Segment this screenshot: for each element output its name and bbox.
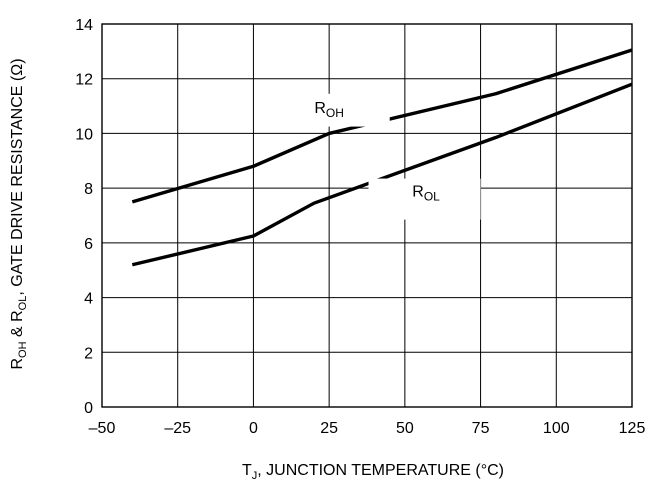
y-tick-label: 6 [84, 236, 93, 253]
x-tick-label: 50 [396, 420, 414, 437]
x-tick-label: 25 [320, 420, 338, 437]
y-axis-title-amp: & R [9, 310, 26, 341]
y-tick-label: 10 [75, 126, 93, 143]
x-axis-title-rest: , JUNCTION TEMPERATURE (°C) [257, 462, 504, 479]
y-axis-title-r1-sub: OH [17, 341, 29, 358]
series-label-background [368, 178, 481, 220]
y-tick-label: 12 [75, 72, 93, 89]
x-tick-label: 100 [543, 420, 570, 437]
x-tick-label: 125 [619, 420, 646, 437]
series-label-sub: OH [326, 106, 344, 120]
series-label-r-oh: ROH [314, 100, 344, 120]
y-tick-label: 14 [75, 17, 93, 34]
tick-layer: –50 –25 0 25 50 75 100 125 0 2 4 6 8 10 12 14 [75, 17, 645, 437]
y-tick-label: 8 [84, 181, 93, 198]
series-label-sub: OL [424, 189, 440, 203]
grid-layer [101, 23, 633, 408]
plot-frame [101, 23, 633, 408]
y-axis-title-rest: , GATE DRIVE RESISTANCE (Ω) [9, 58, 26, 295]
series-label-background [268, 93, 390, 127]
y-tick-label: 0 [84, 400, 93, 417]
series-label-main: R [314, 100, 326, 117]
y-tick-label: 4 [84, 291, 93, 308]
y-axis-title-r2-sub: OL [17, 296, 29, 311]
series-label-main: R [412, 183, 424, 200]
x-tick-label: –25 [164, 420, 191, 437]
x-tick-label: 75 [472, 420, 490, 437]
x-tick-label: –50 [89, 420, 116, 437]
series-line-r-ol [131, 82, 633, 267]
y-axis-title-r1: R [9, 358, 26, 370]
y-tick-label: 2 [84, 345, 93, 362]
x-tick-label: 0 [249, 420, 258, 437]
y-axis-title: ROH & ROL, GATE DRIVE RESISTANCE (Ω) [9, 58, 29, 369]
x-axis-title-sub: J [252, 470, 258, 482]
series-label-r-ol: ROL [412, 183, 440, 203]
x-axis-title: TJ, JUNCTION TEMPERATURE (°C) [242, 462, 504, 482]
x-axis-title-main: T [242, 462, 252, 479]
series-line-r-oh [131, 48, 633, 204]
